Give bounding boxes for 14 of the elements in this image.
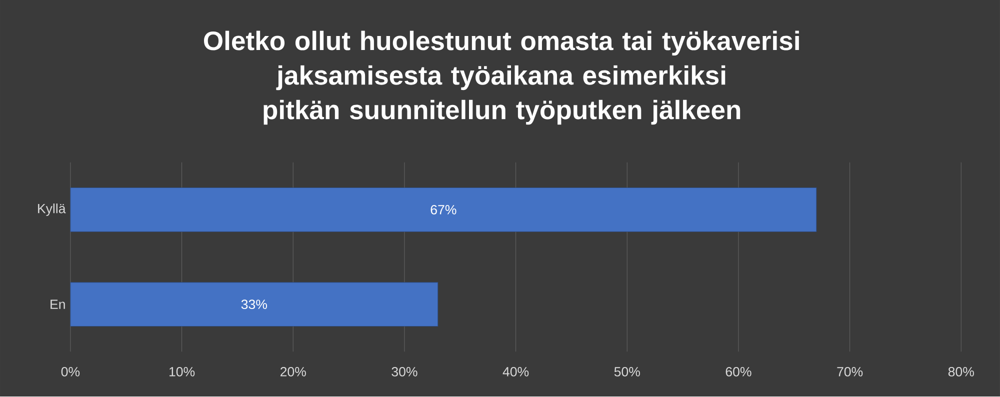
x-tick-label: 70% [837,367,863,377]
x-tick-label: 30% [392,367,418,377]
data-label: 67% [430,205,456,215]
x-tick-label: 40% [502,367,529,377]
x-tick-label: 0% [61,367,80,377]
x-tick-label: 60% [726,367,752,377]
x-tick-label: 10% [170,367,195,377]
chart-title: Oletko ollut huolestunut omasta tai työkaverisi jaksamisesta työaikana esimerkiksi pitkän suunnitellun työputken jälkeen [204,31,799,125]
x-tick-label: 80% [948,367,974,377]
y-tick-label: En [50,300,65,310]
y-tick-label: Kyllä [38,204,66,216]
x-tick-label: 20% [280,367,306,377]
x-tick-label: 50% [614,367,640,377]
data-label: 33% [241,300,267,310]
